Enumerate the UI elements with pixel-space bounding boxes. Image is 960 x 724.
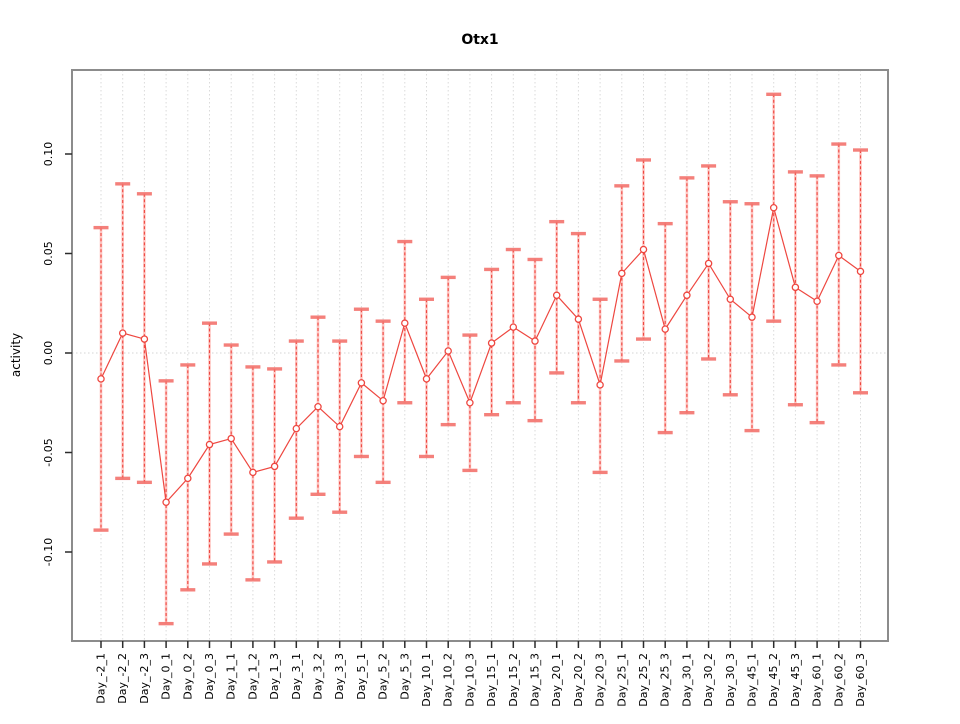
x-tick-label: Day_5_2 <box>377 653 390 700</box>
x-tick-label: Day_30_2 <box>702 653 715 707</box>
x-tick-label: Day_10_1 <box>420 653 433 707</box>
x-tick-label: Day_45_2 <box>767 653 780 707</box>
data-point <box>97 375 105 383</box>
x-tick-label: Day_10_2 <box>442 653 455 707</box>
data-point <box>835 251 843 260</box>
x-tick-label: Day_25_1 <box>615 653 628 707</box>
x-tick-label: Day_20_3 <box>594 653 607 707</box>
x-tick-label: Day_15_2 <box>507 653 520 707</box>
x-tick-label: Day_45_1 <box>746 653 759 707</box>
plot-border <box>71 69 889 642</box>
y-tick-label: 0.10 <box>42 142 55 167</box>
y-tick-label: -0.10 <box>42 538 55 566</box>
y-tick-label: 0.05 <box>42 241 55 266</box>
x-tick-label: Day_60_2 <box>832 653 845 707</box>
data-point <box>444 347 452 355</box>
data-point <box>487 339 496 347</box>
x-tick-label: Day_-2_2 <box>116 653 129 704</box>
x-tick-label: Day_15_3 <box>529 653 542 707</box>
x-tick-label: Day_3_3 <box>333 653 346 700</box>
data-point <box>422 375 431 383</box>
data-point <box>813 297 821 306</box>
x-tick-label: Day_25_2 <box>637 653 650 707</box>
x-tick-label: Day_60_1 <box>811 653 824 707</box>
data-point <box>314 402 322 411</box>
x-tick-label: Day_15_1 <box>485 653 498 707</box>
data-point <box>357 379 366 387</box>
data-point <box>335 422 344 431</box>
x-tick-label: Day_-2_3 <box>138 653 151 704</box>
data-point <box>552 291 561 300</box>
data-point <box>726 295 735 304</box>
x-tick-label: Day_30_3 <box>724 653 737 707</box>
data-point <box>639 245 648 254</box>
x-tick-label: Day_1_3 <box>268 653 281 700</box>
data-point <box>661 325 669 333</box>
x-tick-label: Day_5_1 <box>355 653 368 700</box>
data-point <box>401 319 409 327</box>
data-point <box>769 203 778 212</box>
data-point <box>856 267 865 276</box>
y-tick-label: -0.05 <box>42 438 55 466</box>
chart-title: Otx1 <box>461 32 498 48</box>
x-tick-label: Day_5_3 <box>398 653 411 700</box>
data-point <box>292 424 301 433</box>
y-tick-label: 0.00 <box>42 341 55 366</box>
data-point <box>466 398 474 407</box>
y-axis-label: activity <box>9 333 23 377</box>
data-point <box>184 474 192 483</box>
x-tick-label: Day_0_3 <box>203 653 216 700</box>
series-line <box>100 207 861 504</box>
data-point <box>574 315 583 323</box>
data-point <box>704 259 713 268</box>
x-tick-label: Day_-2_1 <box>95 653 108 704</box>
data-point <box>249 468 257 477</box>
x-tick-label: Day_10_3 <box>463 653 476 707</box>
data-point <box>531 337 539 345</box>
data-point <box>162 498 170 506</box>
data-point <box>140 335 149 343</box>
x-tick-label: Day_0_1 <box>160 653 173 700</box>
x-tick-label: Day_25_3 <box>659 653 672 707</box>
x-tick-label: Day_0_2 <box>181 653 194 700</box>
x-tick-label: Day_60_3 <box>854 653 867 707</box>
x-tick-label: Day_1_1 <box>225 653 238 700</box>
data-point <box>683 291 691 300</box>
data-point <box>270 462 279 471</box>
data-point <box>618 269 626 278</box>
data-point <box>596 381 604 389</box>
data-point <box>118 329 127 337</box>
data-point <box>227 434 235 443</box>
x-tick-label: Day_3_2 <box>312 653 325 700</box>
data-point <box>748 313 756 321</box>
x-tick-label: Day_3_1 <box>290 653 303 700</box>
x-tick-label: Day_1_2 <box>246 653 259 700</box>
data-point <box>509 323 518 331</box>
data-point <box>205 440 214 449</box>
data-point <box>791 283 800 292</box>
x-tick-label: Day_20_1 <box>550 653 563 707</box>
data-point <box>379 397 387 405</box>
x-tick-label: Day_30_1 <box>680 653 693 707</box>
x-tick-label: Day_20_2 <box>572 653 585 707</box>
x-tick-label: Day_45_3 <box>789 653 802 707</box>
